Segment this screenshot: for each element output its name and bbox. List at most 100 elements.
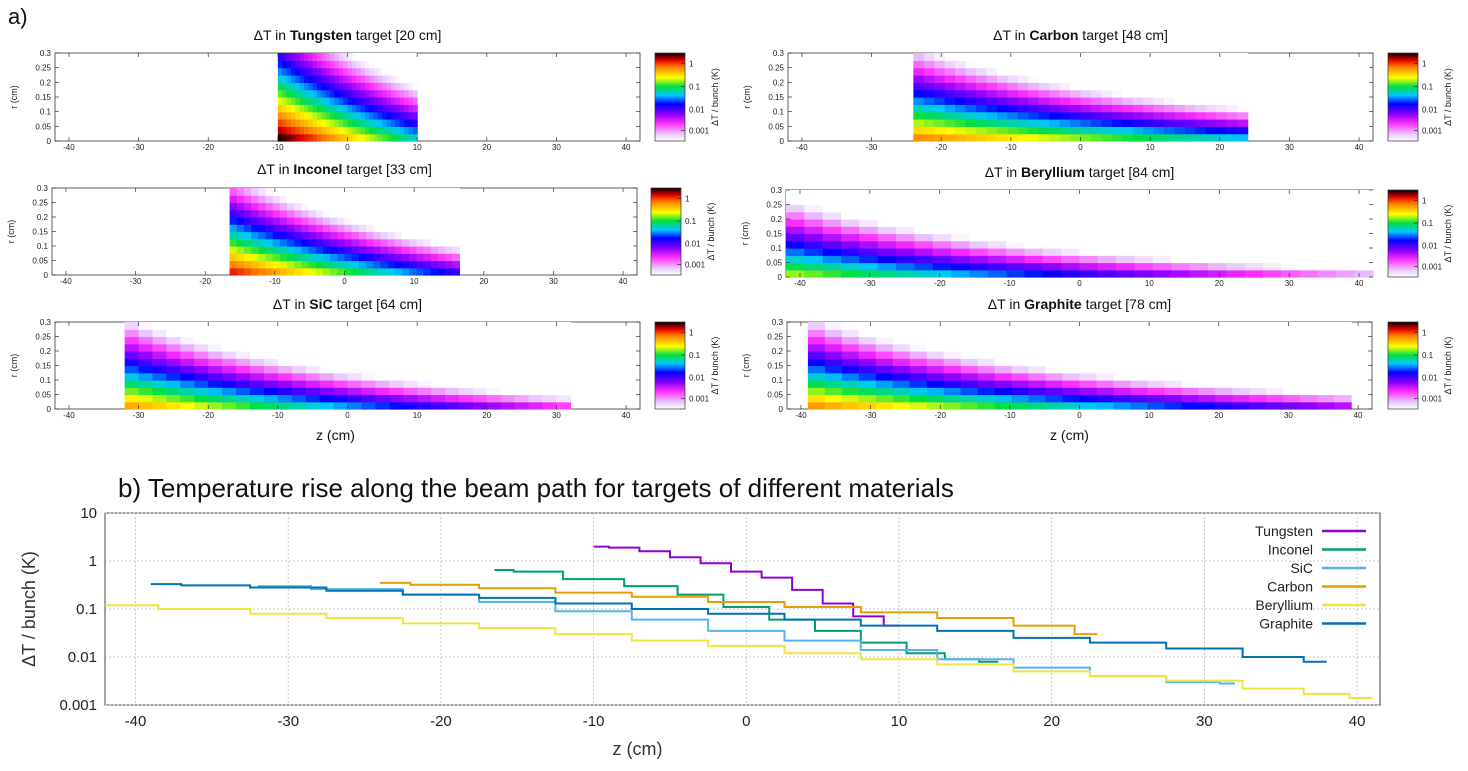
heat-cell: [1062, 380, 1081, 388]
heat-cell: [822, 233, 842, 242]
heat-cell: [403, 380, 418, 388]
colorbar-tick-label: 0.001: [685, 261, 706, 270]
heat-cell: [1116, 204, 1136, 213]
heat-cell: [1080, 104, 1092, 113]
heat-cell: [431, 401, 446, 410]
heat-cell: [804, 204, 824, 213]
heat-cell: [251, 267, 259, 276]
heat-cell: [1281, 262, 1301, 271]
heat-cell: [1215, 365, 1233, 374]
heat-cell: [373, 260, 382, 269]
heat-cell: [556, 380, 571, 388]
heat-cell: [263, 343, 279, 352]
heat-cell: [1266, 394, 1284, 403]
heat-cell: [386, 60, 392, 69]
heat-cell: [1171, 255, 1191, 264]
heat-cell: [1237, 89, 1249, 98]
heat-cell: [412, 82, 418, 91]
heat-cell: [841, 336, 860, 345]
heat-cell: [337, 238, 346, 247]
heat-cell: [1262, 269, 1282, 278]
heat-cell: [360, 119, 366, 127]
heat-cell: [124, 322, 140, 330]
heat-cell: [542, 387, 558, 396]
heat-cell: [996, 97, 1008, 105]
heat-cell: [934, 67, 946, 76]
heat-cell: [330, 253, 338, 262]
heat-cell: [380, 238, 389, 247]
heat-cell: [1216, 126, 1228, 135]
heat-cell: [395, 53, 401, 61]
heat-cell: [1143, 89, 1155, 98]
heat-cell: [263, 365, 279, 374]
heat-cell: [286, 53, 292, 61]
heat-cell: [500, 336, 516, 345]
heat-cell: [1244, 204, 1264, 213]
colorbar-tick-label: 0.1: [689, 82, 701, 91]
heat-cell: [1147, 401, 1165, 410]
heat-cell: [458, 358, 474, 367]
heat-cell: [1184, 97, 1197, 105]
heat-cell: [996, 89, 1008, 98]
heat-cell: [258, 253, 267, 262]
heat-cell: [445, 253, 453, 262]
heat-cell: [361, 322, 376, 330]
heat-cell: [250, 394, 265, 403]
heat-cell: [299, 126, 305, 135]
heat-cell: [325, 53, 331, 61]
heat-cell: [180, 343, 195, 352]
heat-cell: [229, 202, 238, 211]
heat-cell: [1116, 197, 1136, 206]
heat-cell: [824, 358, 843, 367]
heat-cell: [265, 231, 274, 240]
heat-cell: [1024, 262, 1044, 271]
heat-cell: [909, 358, 928, 367]
heat-cell: [409, 231, 417, 240]
heat-cell: [330, 267, 338, 276]
heat-cell: [1143, 119, 1155, 127]
heat-cell: [356, 97, 362, 105]
heat-cell: [1096, 387, 1115, 396]
heat-cell: [960, 358, 979, 367]
colorbar-label: ΔT / bunch (K): [1443, 337, 1453, 395]
heat-cell: [401, 231, 410, 240]
y-tick-label: 0.1: [76, 601, 97, 618]
heat-cell: [404, 82, 410, 91]
x-tick-label: -40: [796, 143, 808, 152]
heat-cell: [330, 231, 338, 240]
heat-cell: [1045, 336, 1064, 345]
heat-cell: [926, 372, 945, 381]
heat-cell: [1281, 248, 1301, 256]
heat-cell: [317, 53, 322, 61]
heat-cell: [822, 226, 842, 235]
heat-cell: [430, 224, 439, 233]
heat-cell: [124, 372, 140, 381]
heat-cell: [351, 224, 360, 233]
heat-cell: [1096, 351, 1115, 359]
heat-cell: [1122, 119, 1134, 127]
heat-cell: [417, 401, 432, 410]
heat-cell: [1130, 329, 1149, 338]
heat-cell: [452, 188, 461, 196]
heat-cell: [841, 197, 860, 206]
heat-cell: [1232, 380, 1250, 388]
heat-cell: [1049, 126, 1061, 135]
heat-cell: [387, 217, 396, 225]
heat-cell: [1059, 75, 1071, 83]
heat-cell: [486, 387, 502, 396]
heat-cell: [303, 119, 309, 127]
heat-cell: [299, 82, 305, 91]
heat-cell: [236, 343, 251, 352]
heat-cell: [387, 267, 396, 276]
heat-cell: [969, 233, 989, 242]
heat-cell: [1070, 126, 1082, 135]
heat-cell: [305, 358, 321, 367]
heat-cell: [1171, 233, 1191, 242]
heat-cell: [1017, 104, 1029, 113]
heat-cell: [1300, 336, 1318, 345]
heat-cell: [1207, 248, 1227, 256]
colorbar-tick-label: 0.1: [1422, 351, 1434, 360]
heat-cell: [399, 126, 405, 135]
heat-cell: [347, 67, 353, 76]
heat-cell: [1132, 60, 1144, 69]
